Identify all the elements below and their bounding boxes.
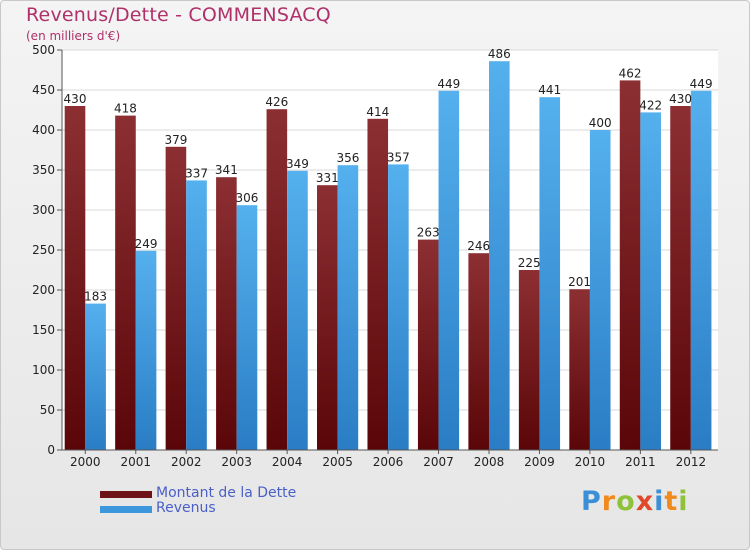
logo-letter: x [635, 486, 655, 517]
data-label-revenue: 357 [387, 150, 410, 164]
data-label-debt: 379 [164, 133, 187, 147]
x-tick-label: 2004 [272, 455, 303, 469]
x-tick-label: 2012 [676, 455, 707, 469]
x-tick-label: 2006 [373, 455, 404, 469]
bar-debt-2004 [266, 109, 288, 450]
logo-letter: i [654, 486, 665, 517]
bar-debt-2002 [165, 146, 187, 451]
bar-debt-2001 [115, 115, 136, 450]
x-tick-label: 2011 [625, 455, 656, 469]
data-label-revenue: 349 [286, 157, 309, 171]
y-tick-label: 300 [32, 203, 55, 217]
data-label-debt: 418 [114, 102, 137, 116]
y-tick-label: 250 [32, 243, 55, 257]
data-label-debt: 225 [518, 256, 541, 270]
x-tick-label: 2008 [474, 455, 505, 469]
bar-revenue-2004 [287, 170, 308, 451]
bar-revenue-2012 [690, 90, 712, 451]
bar-revenue-2003 [236, 205, 258, 450]
logo-letter: P [581, 486, 602, 517]
y-tick-label: 350 [32, 163, 55, 177]
bar-revenue-2008 [488, 61, 510, 450]
data-label-revenue: 449 [690, 77, 713, 91]
x-tick-label: 2010 [575, 455, 606, 469]
data-label-debt: 430 [669, 92, 692, 106]
proxiti-logo: Proxiti [581, 486, 689, 517]
logo-letter: r [601, 486, 617, 517]
data-label-revenue: 449 [437, 77, 460, 91]
bar-debt-2011 [619, 80, 641, 451]
data-label-revenue: 422 [639, 98, 662, 112]
bar-debt-2010 [569, 289, 590, 450]
bar-debt-2009 [518, 270, 540, 450]
data-label-debt: 430 [64, 92, 87, 106]
logo-letter: i [678, 486, 689, 517]
bar-debt-2000 [64, 106, 86, 450]
y-tick-label: 450 [32, 83, 55, 97]
logo-letter: o [616, 486, 636, 517]
bar-debt-2012 [670, 106, 691, 450]
y-tick-label: 50 [40, 403, 55, 417]
bar-revenue-2002 [186, 180, 207, 450]
bar-debt-2006 [367, 118, 389, 451]
bar-revenue-2009 [539, 97, 561, 450]
x-tick-label: 2002 [171, 455, 202, 469]
data-label-revenue: 441 [538, 83, 561, 97]
data-label-revenue: 306 [236, 191, 259, 205]
data-label-debt: 462 [619, 66, 642, 80]
data-label-revenue: 249 [135, 237, 158, 251]
data-label-debt: 341 [215, 163, 238, 177]
bar-revenue-2005 [337, 165, 359, 450]
data-label-debt: 426 [265, 95, 288, 109]
bar-debt-2008 [468, 253, 489, 450]
x-tick-label: 2003 [221, 455, 252, 469]
logo-letter: t [664, 486, 679, 517]
legend-swatch-revenue [100, 506, 152, 513]
bar-revenue-2011 [640, 112, 661, 451]
x-tick-label: 2000 [70, 455, 101, 469]
x-tick-label: 2005 [322, 455, 353, 469]
bar-debt-2007 [417, 239, 439, 450]
data-label-debt: 263 [417, 226, 440, 240]
legend-label-debt: Montant de la Dette [156, 485, 297, 501]
data-label-debt: 331 [316, 171, 339, 185]
data-label-revenue: 337 [185, 166, 208, 180]
bar-revenue-2010 [589, 130, 611, 450]
bar-revenue-2007 [438, 90, 460, 451]
bar-revenue-2001 [135, 250, 157, 450]
bar-debt-2005 [317, 185, 338, 450]
legend-swatch-debt [100, 491, 152, 498]
data-label-debt: 414 [366, 105, 389, 119]
chart-subtitle: (en milliers d'€) [26, 29, 121, 43]
bar-revenue-2006 [388, 164, 409, 450]
data-label-revenue: 400 [589, 116, 612, 130]
y-tick-label: 400 [32, 123, 55, 137]
y-tick-label: 200 [32, 283, 55, 297]
bar-revenue-2000 [85, 303, 106, 450]
bar-debt-2003 [216, 177, 237, 450]
x-tick-label: 2001 [120, 455, 151, 469]
x-tick-label: 2007 [423, 455, 454, 469]
data-label-debt: 246 [467, 239, 490, 253]
data-label-revenue: 356 [336, 151, 359, 165]
y-tick-label: 500 [32, 43, 55, 57]
data-label-revenue: 183 [84, 290, 107, 304]
legend-label-revenue: Revenus [156, 500, 216, 516]
y-tick-label: 150 [32, 323, 55, 337]
data-label-revenue: 486 [488, 47, 511, 61]
y-tick-label: 100 [32, 363, 55, 377]
x-tick-label: 2009 [524, 455, 555, 469]
data-label-debt: 201 [568, 275, 591, 289]
chart-title: Revenus/Dette - COMMENSACQ [26, 4, 331, 26]
y-tick-label: 0 [47, 443, 55, 457]
